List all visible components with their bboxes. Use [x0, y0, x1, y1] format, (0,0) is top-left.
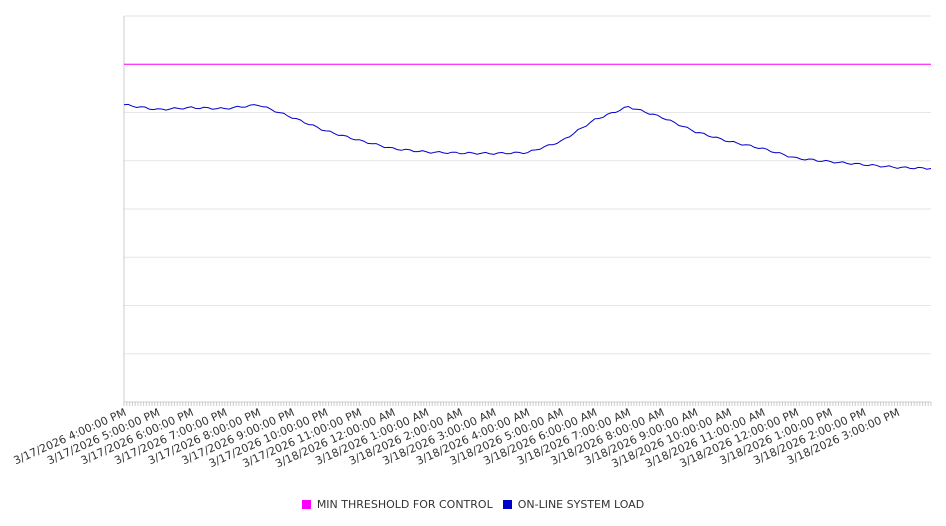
legend-item-system-load[interactable]: ON-LINE SYSTEM LOAD: [502, 498, 645, 511]
legend-label-min-threshold: MIN THRESHOLD FOR CONTROL: [316, 498, 493, 511]
x-tick-labels: 3/17/2026 4:00:00 PM3/17/2026 5:00:00 PM…: [12, 406, 902, 471]
legend-swatch-min-threshold: [301, 500, 311, 509]
axes: [123, 16, 932, 406]
legend-swatch-system-load: [502, 500, 512, 509]
legend: MIN THRESHOLD FOR CONTROL ON-LINE SYSTEM…: [0, 498, 946, 511]
series-lines: [123, 63, 932, 170]
series-line-system-load: [123, 103, 932, 170]
legend-label-system-load: ON-LINE SYSTEM LOAD: [517, 498, 645, 511]
grid-lines: [124, 15, 931, 403]
legend-item-min-threshold[interactable]: MIN THRESHOLD FOR CONTROL: [301, 498, 493, 511]
